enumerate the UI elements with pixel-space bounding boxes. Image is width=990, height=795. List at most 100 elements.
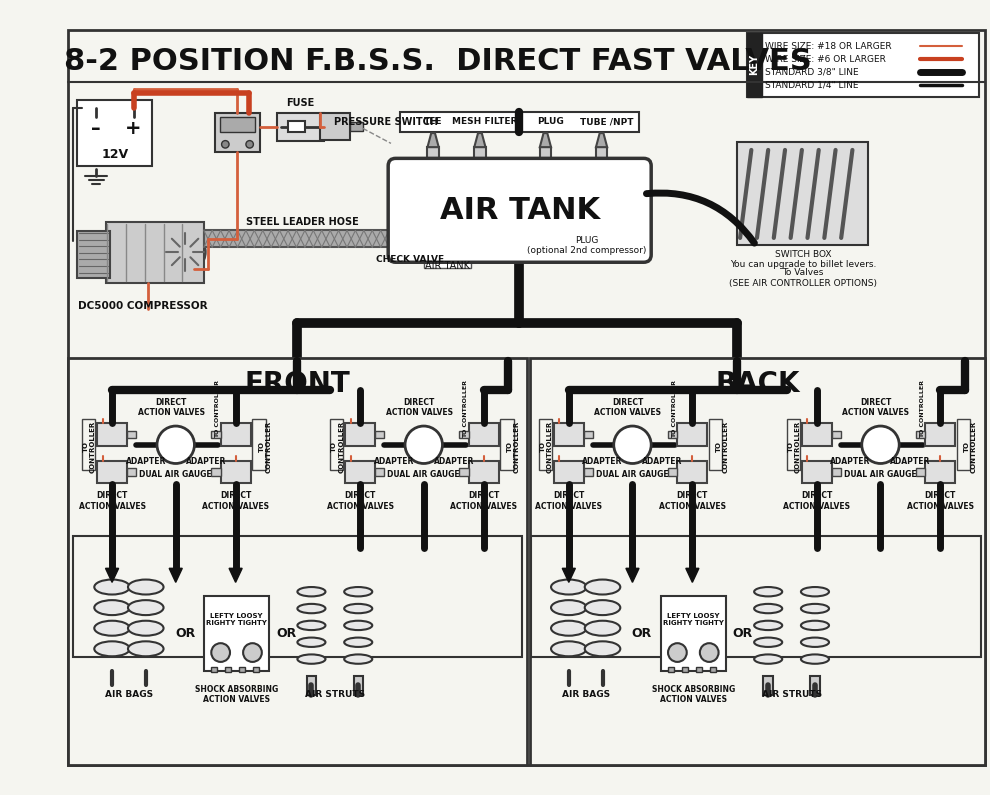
Bar (578, 217, 595, 231)
Ellipse shape (585, 642, 621, 657)
Ellipse shape (754, 604, 782, 613)
Text: DIRECT
ACTION VALVES: DIRECT ACTION VALVES (783, 491, 850, 510)
Bar (926, 460, 955, 483)
Text: TO
CONTROLLER: TO CONTROLLER (507, 421, 520, 473)
Ellipse shape (585, 621, 621, 636)
Bar (106, 222, 204, 283)
Text: AIR STRUTS: AIR STRUTS (305, 690, 365, 699)
Bar (277, 113, 324, 141)
Text: DIRECT
ACTION VALVES: DIRECT ACTION VALVES (594, 398, 661, 417)
Bar (810, 676, 820, 695)
Text: TUBE /NPT: TUBE /NPT (579, 118, 633, 126)
Bar (916, 431, 926, 438)
Polygon shape (540, 133, 551, 147)
Bar (459, 468, 468, 475)
Bar (77, 231, 110, 278)
Ellipse shape (297, 654, 326, 664)
Bar (832, 431, 842, 438)
Text: FUSE: FUSE (286, 98, 314, 108)
Text: ADAPTER: ADAPTER (185, 457, 226, 466)
Bar (346, 423, 375, 446)
Bar (926, 423, 955, 446)
Ellipse shape (128, 580, 163, 595)
Ellipse shape (754, 587, 782, 596)
Ellipse shape (297, 638, 326, 647)
Bar (596, 147, 607, 166)
Text: TO
CONTROLLER: TO CONTROLLER (331, 421, 345, 473)
Circle shape (700, 643, 719, 662)
Bar (668, 468, 677, 475)
Bar (584, 468, 593, 475)
Text: DIRECT
ACTION VALVES: DIRECT ACTION VALVES (842, 398, 909, 417)
Bar (474, 147, 485, 166)
Circle shape (861, 426, 899, 463)
Ellipse shape (551, 580, 587, 595)
Bar (215, 113, 260, 152)
Ellipse shape (94, 600, 130, 615)
Text: BACK: BACK (715, 370, 800, 398)
Text: LEFTY LOOSY
RIGHTY TIGHTY: LEFTY LOOSY RIGHTY TIGHTY (663, 613, 724, 626)
Bar (428, 147, 439, 166)
Text: –: – (91, 119, 101, 138)
Text: +: + (126, 119, 142, 138)
Circle shape (211, 643, 230, 662)
Text: SHOCK ABSORBING
ACTION VALVES: SHOCK ABSORBING ACTION VALVES (651, 685, 735, 704)
Text: TO
CONTROLLER: TO CONTROLLER (83, 421, 96, 473)
Text: OR: OR (276, 627, 296, 640)
Bar (677, 460, 707, 483)
Ellipse shape (128, 642, 163, 657)
Ellipse shape (297, 604, 326, 613)
Bar (400, 111, 639, 132)
Ellipse shape (345, 654, 372, 664)
Polygon shape (562, 568, 575, 583)
Ellipse shape (801, 604, 829, 613)
Text: 12V: 12V (101, 148, 129, 161)
Ellipse shape (801, 638, 829, 647)
Ellipse shape (551, 642, 587, 657)
Bar (957, 418, 970, 470)
Bar (97, 460, 127, 483)
Text: DIRECT
ACTION VALVES: DIRECT ACTION VALVES (202, 491, 269, 510)
Text: DIRECT
ACTION VALVES: DIRECT ACTION VALVES (450, 491, 517, 510)
Text: WIRE SIZE: #6 OR LARGER: WIRE SIZE: #6 OR LARGER (765, 55, 886, 64)
Ellipse shape (754, 638, 782, 647)
Bar (746, 33, 761, 96)
Text: TO CONTROLLER: TO CONTROLLER (920, 380, 925, 438)
Polygon shape (626, 568, 639, 583)
Bar (709, 418, 723, 470)
Bar (398, 233, 421, 248)
Circle shape (164, 231, 206, 273)
Text: PRESSURE SWITCH: PRESSURE SWITCH (335, 117, 439, 127)
Bar (353, 676, 363, 695)
Bar (424, 254, 470, 268)
Text: DIRECT
ACTION VALVES: DIRECT ACTION VALVES (385, 398, 452, 417)
Text: AIR STRUTS: AIR STRUTS (761, 690, 822, 699)
Text: STANDARD 3/8" LINE: STANDARD 3/8" LINE (765, 68, 859, 77)
Text: STEEL LEADER HOSE: STEEL LEADER HOSE (246, 217, 358, 227)
Ellipse shape (128, 621, 163, 636)
FancyBboxPatch shape (388, 158, 651, 262)
Bar (532, 536, 981, 657)
Bar (127, 468, 137, 475)
Polygon shape (596, 133, 607, 147)
Bar (72, 536, 522, 657)
Text: ADAPTER: ADAPTER (831, 457, 871, 466)
Ellipse shape (345, 587, 372, 596)
Bar (375, 468, 384, 475)
Text: OR: OR (632, 627, 652, 640)
Text: PLUG
(optional 2nd compressor): PLUG (optional 2nd compressor) (527, 235, 646, 255)
Bar (211, 468, 221, 475)
Bar (240, 666, 245, 673)
Bar (220, 117, 255, 132)
Ellipse shape (551, 600, 587, 615)
Ellipse shape (551, 621, 587, 636)
Circle shape (405, 426, 443, 463)
Text: TO
CONTROLLER: TO CONTROLLER (540, 421, 552, 473)
Text: DIRECT
ACTION VALVES: DIRECT ACTION VALVES (536, 491, 602, 510)
Bar (349, 122, 363, 131)
Bar (226, 666, 231, 673)
Text: DIRECT
ACTION VALVES: DIRECT ACTION VALVES (659, 491, 726, 510)
Text: DUAL AIR GAUGE: DUAL AIR GAUGE (140, 470, 212, 479)
FancyArrowPatch shape (646, 193, 754, 243)
Ellipse shape (754, 654, 782, 664)
